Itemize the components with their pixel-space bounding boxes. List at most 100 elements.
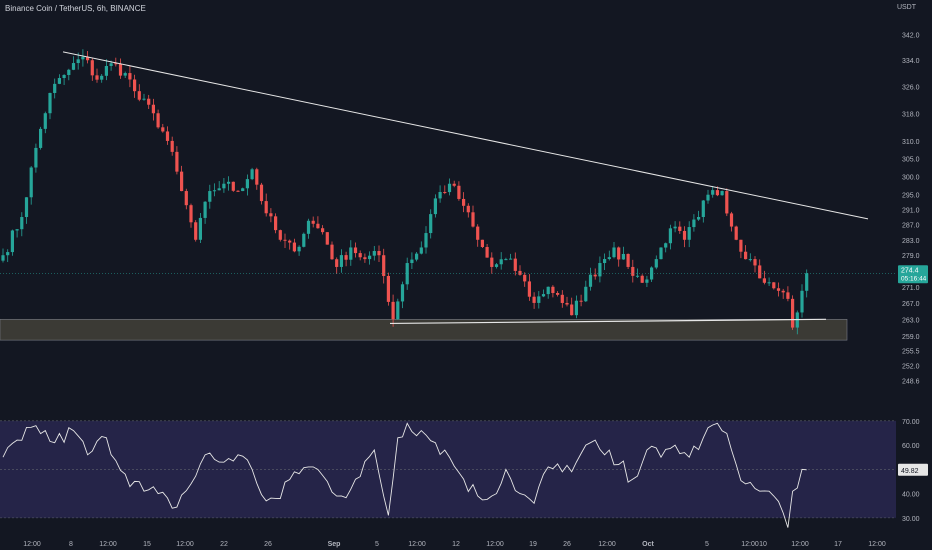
candle-body: [781, 290, 785, 293]
candle-body: [659, 247, 663, 260]
candle-body: [635, 275, 640, 277]
candle-body: [457, 185, 461, 199]
price-tick-label: 263.0: [902, 317, 920, 324]
candle-body: [499, 259, 503, 265]
candle-body: [485, 247, 489, 258]
last-price-label: 274.4: [901, 267, 919, 274]
candle-body: [447, 183, 452, 193]
candle-body: [71, 63, 76, 70]
candle-body: [67, 69, 71, 75]
time-tick-label: 26: [563, 541, 571, 548]
candle-body: [701, 200, 705, 218]
time-tick-label: 17: [834, 541, 842, 548]
candle-body: [217, 188, 221, 191]
candle-body: [316, 223, 320, 229]
time-tick-label: 5: [705, 541, 709, 548]
candle-body: [584, 286, 588, 302]
candle-body: [706, 194, 710, 201]
candle-body: [626, 253, 630, 267]
time-tick-label: 12:00: [99, 541, 117, 548]
candle-body: [382, 255, 386, 276]
candle-body: [104, 66, 108, 76]
candle-body: [236, 190, 240, 192]
candle-body: [678, 226, 682, 231]
candle-body: [480, 239, 484, 248]
candle-body: [396, 301, 400, 320]
candle-body: [57, 78, 61, 84]
candle-body: [259, 184, 264, 202]
candle-body: [198, 217, 202, 240]
candle-body: [692, 219, 696, 228]
candle-body: [541, 294, 546, 297]
candle-body: [53, 83, 57, 93]
candle-body: [151, 104, 155, 114]
candle-body: [165, 131, 170, 141]
candle-body: [278, 230, 282, 240]
candle-body: [734, 226, 738, 240]
candle-body: [128, 73, 132, 80]
candle-body: [292, 242, 296, 252]
price-tick-label: 252.0: [902, 364, 920, 371]
candle-body: [513, 258, 517, 271]
candle-body: [368, 255, 372, 260]
candle-body: [95, 75, 99, 80]
candle-body: [358, 253, 362, 258]
price-tick-label: 300.0: [902, 174, 920, 181]
price-tick-label: 295.0: [902, 193, 920, 200]
candle-body: [391, 301, 395, 320]
candle-body: [297, 246, 301, 252]
candle-body: [81, 56, 85, 60]
candle-body: [697, 217, 701, 220]
price-tick-label: 287.0: [902, 223, 920, 230]
price-tick-label: 255.5: [902, 349, 920, 356]
candle-body: [800, 290, 804, 313]
time-tick-label: 12:00: [791, 541, 809, 548]
candle-body: [330, 244, 334, 260]
descending-trendline: [62, 51, 869, 220]
candle-body: [504, 259, 508, 261]
candle-body: [776, 288, 781, 291]
candle-body: [532, 296, 536, 303]
time-tick-label: Oct: [642, 541, 654, 548]
rsi-line: [2, 422, 807, 528]
candle-body: [189, 205, 193, 223]
candle-body: [170, 140, 174, 152]
candle-body: [339, 255, 343, 267]
candle-body: [241, 188, 245, 192]
candle-body: [419, 247, 423, 254]
candle-body: [560, 294, 564, 303]
candle-body: [274, 216, 278, 231]
candle-body: [490, 257, 494, 267]
candle-body: [377, 251, 381, 256]
candle-body: [494, 264, 499, 267]
candle-body: [438, 192, 442, 199]
candle-body: [664, 243, 668, 248]
candle-body: [62, 74, 66, 79]
price-tick-label: 326.0: [902, 84, 920, 91]
candle-body: [748, 259, 752, 261]
candle-body: [518, 270, 522, 275]
candle-body: [565, 302, 569, 305]
candle-body: [551, 286, 555, 294]
candle-body: [76, 59, 80, 64]
candle-body: [118, 63, 123, 76]
candle-body: [203, 201, 207, 218]
rsi-tick-label: 60.00: [902, 443, 920, 450]
candle-body: [321, 228, 325, 233]
candle-body: [302, 233, 306, 247]
time-tick-label: 12:00: [23, 541, 41, 548]
time-tick-label: Sep: [328, 541, 341, 548]
candle-body: [621, 253, 625, 260]
support-trendline: [389, 318, 827, 325]
rsi-tick-label: 40.00: [902, 492, 920, 499]
candle-body: [109, 63, 113, 67]
candle-body: [546, 286, 550, 295]
candle-body: [114, 63, 118, 65]
candle-body: [325, 232, 329, 245]
price-tick-label: 310.0: [902, 139, 920, 146]
candle-body: [133, 79, 137, 92]
time-tick-label: 22: [220, 541, 228, 548]
candle-body: [415, 253, 419, 260]
